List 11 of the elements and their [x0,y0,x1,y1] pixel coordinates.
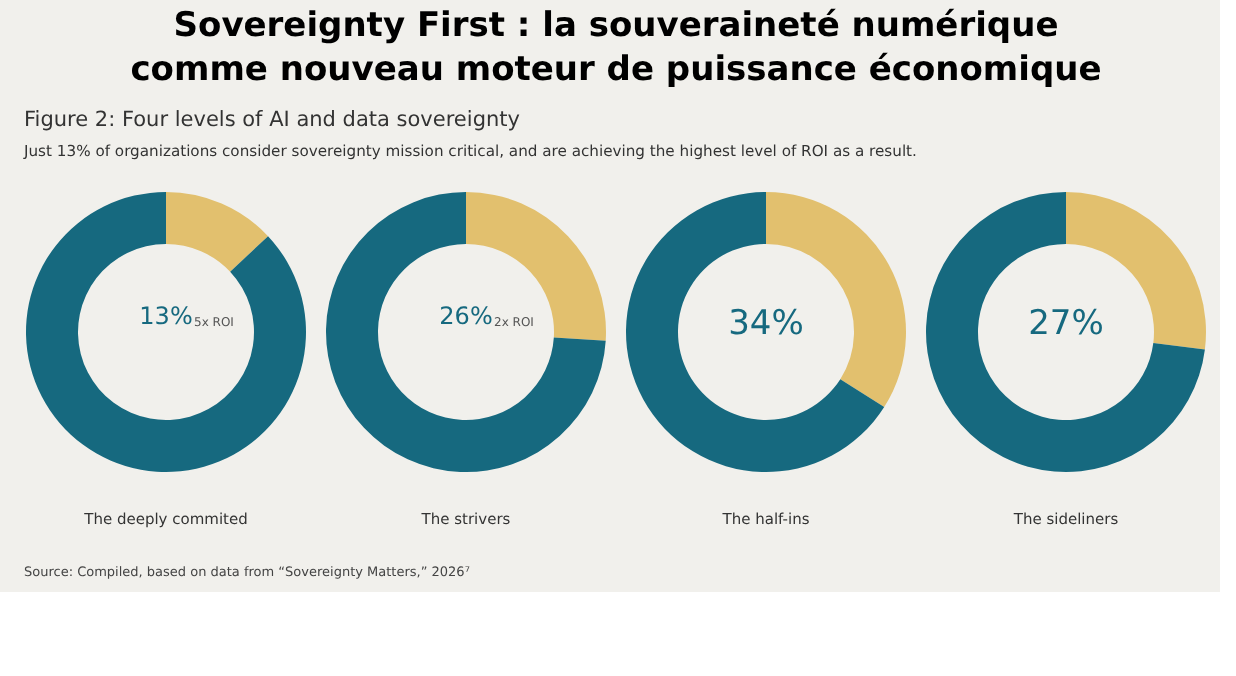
donut-slice [26,192,306,472]
text: Sovereignty First : la souveraineté numérique comme nouveau moteur de puissance économique [130,6,1102,90]
donut-slice [926,192,1205,472]
donut-slice [326,192,606,472]
chart-subtitle: Figure 2: Four levels of AI and data sovereignty [24,108,520,132]
data-label: 34% [728,304,804,344]
donut-slice [626,192,885,472]
data-label: 27% [1028,304,1104,344]
donut-slice [166,192,269,272]
data-label: 26% [439,302,493,330]
data-label: 13% [139,302,193,330]
